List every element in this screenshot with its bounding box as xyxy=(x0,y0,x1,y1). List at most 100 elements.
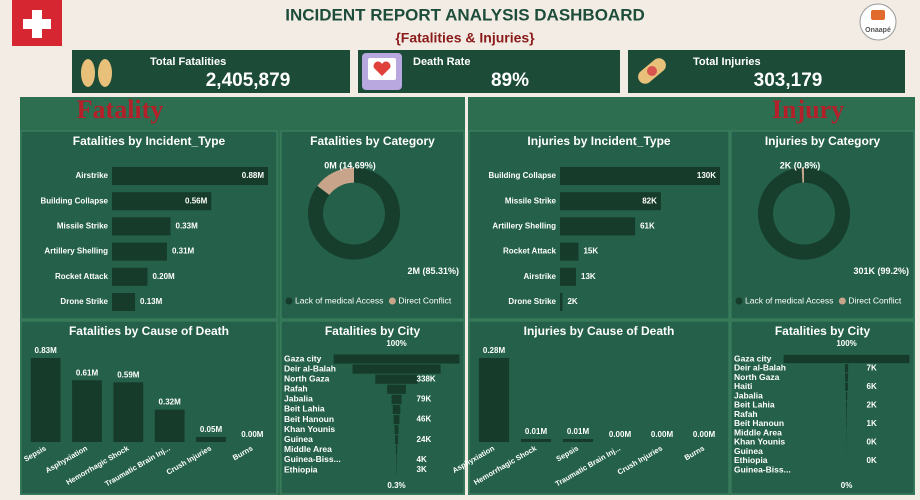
category-label: Drone Strike xyxy=(60,297,108,306)
donut-slice xyxy=(801,167,804,183)
value-label: 0.88M xyxy=(242,171,265,180)
legend-label: Direct Conflict xyxy=(398,295,452,305)
funnel-bar xyxy=(783,354,910,364)
value-label: 0.05M xyxy=(200,425,223,434)
value-label: 0.00M xyxy=(693,430,716,439)
donut-slice xyxy=(308,167,400,260)
category-label: Haiti xyxy=(734,381,752,391)
value-label: 1K xyxy=(867,419,877,428)
category-label: Deir al-Balah xyxy=(734,363,786,373)
category-label: Guinea-Biss... xyxy=(284,454,341,464)
funnel-bar xyxy=(845,382,848,391)
funnel-bar xyxy=(844,364,849,373)
funnel-bar xyxy=(395,445,398,455)
value-label: 2K (0.8%) xyxy=(780,160,821,170)
legend-label: Lack of medical Access xyxy=(745,295,833,305)
category-label: Middle Area xyxy=(734,427,782,437)
category-label: Artillery Shelling xyxy=(44,247,108,256)
kpi-icon xyxy=(638,58,666,84)
category-label: Ethiopia xyxy=(734,455,768,465)
value-label: 2M (85.31%) xyxy=(407,266,459,276)
category-label: Building Collapse xyxy=(40,196,108,205)
kpi-label: Total Fatalities xyxy=(150,56,226,68)
bar xyxy=(112,192,212,211)
category-label: Artillery Shelling xyxy=(492,222,556,231)
category-label: Middle Area xyxy=(284,444,332,454)
bar xyxy=(30,358,61,442)
funnel-bar xyxy=(391,394,402,404)
funnel-bar xyxy=(846,401,847,410)
value-label: 0.00M xyxy=(651,430,674,439)
bar xyxy=(112,293,136,311)
chart-title: Injuries by Cause of Death xyxy=(524,324,675,338)
value-label: 338K xyxy=(417,374,436,383)
value-label: 4K xyxy=(417,455,427,464)
kpi-value: 303,179 xyxy=(754,70,823,91)
category-label: Beit Hanoun xyxy=(734,418,784,428)
value-label: 130K xyxy=(697,171,716,180)
bar xyxy=(478,358,510,442)
category-label: Rocket Attack xyxy=(503,247,557,256)
bar xyxy=(112,242,167,261)
value-label: 0.61M xyxy=(76,368,99,377)
category-label: North Gaza xyxy=(734,372,780,382)
funnel-top-label: 100% xyxy=(836,339,856,348)
funnel-bar xyxy=(396,455,397,465)
dashboard-title: INCIDENT REPORT ANALYSIS DASHBOARD xyxy=(285,5,645,24)
value-label: 0K xyxy=(867,437,877,446)
bar xyxy=(560,192,661,211)
value-label: 0.33M xyxy=(176,222,199,231)
chart-title: Fatalities by Incident_Type xyxy=(73,134,226,148)
value-label: 82K xyxy=(642,196,657,205)
category-label: North Gaza xyxy=(284,373,330,383)
chart-title: Fatalities by Category xyxy=(310,134,435,148)
chart-panel xyxy=(280,130,465,320)
legend-label: Direct Conflict xyxy=(848,295,902,305)
bar xyxy=(113,382,144,442)
chart-title: Fatalities by City xyxy=(325,324,421,338)
category-label: Airstrike xyxy=(76,171,109,180)
kpi-icon xyxy=(81,59,112,87)
category-label: Ethiopia xyxy=(284,464,318,474)
bar xyxy=(560,217,636,236)
category-label: Beit Hanoun xyxy=(284,414,334,424)
value-label: 0.83M xyxy=(35,346,58,355)
kpi-value: 2,405,879 xyxy=(206,70,291,91)
logo-cross xyxy=(12,0,62,46)
value-label: 3K xyxy=(417,465,427,474)
funnel-bar xyxy=(846,410,847,419)
chart-title: Injuries by Incident_Type xyxy=(527,134,670,148)
dashboard-subtitle: {Fatalities & Injuries} xyxy=(395,30,535,46)
value-label: 0M (14.69%) xyxy=(324,160,376,170)
bar xyxy=(560,293,563,311)
chart-panel xyxy=(468,320,730,495)
section-title: Injury xyxy=(772,95,844,124)
bar xyxy=(560,167,720,185)
category-label: Guinea xyxy=(734,446,763,456)
funnel-bottom-label: 0.3% xyxy=(387,481,405,490)
section-title: Fatality xyxy=(77,95,164,124)
funnel-bottom-label: 0% xyxy=(841,481,853,490)
value-label: 0.59M xyxy=(117,370,140,379)
bar xyxy=(520,439,552,442)
funnel-bar xyxy=(395,435,399,445)
donut-slice xyxy=(758,167,850,260)
value-label: 0.00M xyxy=(609,430,632,439)
value-label: 0K xyxy=(867,456,877,465)
value-label: 2K xyxy=(567,297,577,306)
legend-swatch xyxy=(735,297,743,305)
category-label: Airstrike xyxy=(524,272,557,281)
bar xyxy=(112,167,268,185)
bar xyxy=(562,439,594,442)
funnel-bar xyxy=(845,391,848,401)
kpi-icon xyxy=(362,53,402,90)
bar xyxy=(196,436,226,442)
category-label: Deir al-Balah xyxy=(284,363,336,373)
kpi-card xyxy=(628,50,905,93)
kpi-label: Total Injuries xyxy=(693,56,761,68)
category-label: Beit Lahia xyxy=(734,400,775,410)
category-label: Jabalia xyxy=(734,390,763,400)
value-label: 0.28M xyxy=(483,346,506,355)
brand-icon xyxy=(871,10,885,20)
